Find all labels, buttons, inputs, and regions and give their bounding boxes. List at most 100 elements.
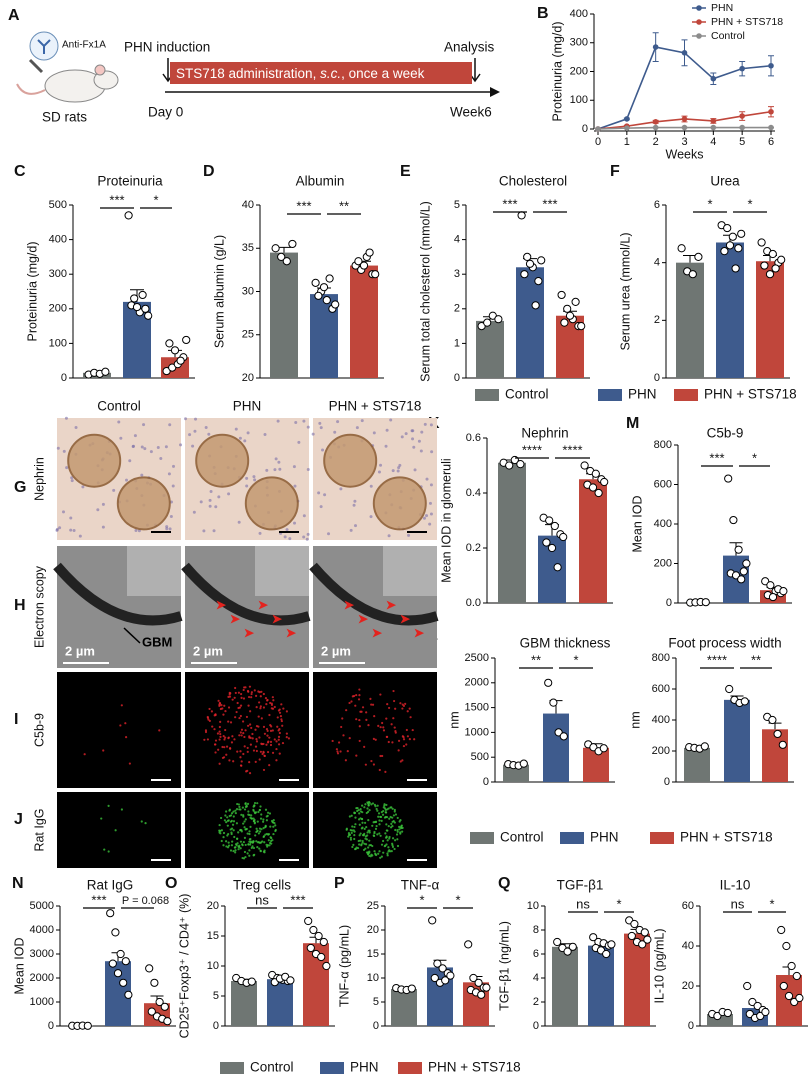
data-point [428, 916, 437, 925]
rat-ear [94, 64, 106, 76]
data-point [314, 291, 323, 300]
texture [96, 508, 100, 512]
y-axis-label: Mean IOD [12, 938, 26, 995]
glomerulus [323, 433, 378, 488]
micrograph [57, 792, 181, 868]
fluorescence [358, 739, 361, 743]
fluorescence [225, 820, 228, 824]
data-point [724, 474, 733, 483]
fluorescence [367, 724, 370, 727]
fluorescence [394, 813, 398, 816]
point [681, 50, 688, 56]
fluorescence [401, 759, 404, 762]
fluorescence [387, 846, 390, 849]
texture [302, 514, 306, 518]
bar [270, 252, 298, 378]
fluorescence [235, 822, 239, 825]
bar [476, 320, 504, 378]
fluorescence [394, 828, 397, 832]
fluorescence [227, 706, 231, 709]
panel-label: I [14, 711, 18, 728]
texture [404, 432, 408, 436]
fluorescence [352, 694, 356, 698]
fluorescence [386, 702, 389, 706]
y-tick-label: 4 [533, 972, 539, 984]
fluorescence [364, 803, 367, 806]
texture [306, 532, 310, 536]
fluorescence [259, 850, 262, 853]
fluorescence [238, 734, 241, 737]
fluorescence [272, 818, 275, 822]
fluorescence [268, 812, 272, 815]
y-tick-label: 400 [652, 714, 670, 726]
membrane [53, 562, 183, 626]
y-tick-label: 5 [373, 996, 379, 1008]
fluorescence [272, 832, 275, 836]
data-point [317, 952, 326, 962]
fluorescence [386, 829, 389, 832]
fluorescence [287, 737, 291, 740]
y-tick-label: 0 [213, 1020, 219, 1032]
legend-swatch [470, 832, 494, 844]
fluorescence [232, 849, 235, 853]
fluorescence [280, 719, 283, 723]
y-tick-label: 15 [367, 948, 379, 960]
fluorescence [230, 844, 234, 847]
fluorescence [249, 723, 252, 726]
fluorescence [251, 841, 254, 844]
fluorescence [264, 824, 267, 827]
fluorescence [367, 804, 370, 807]
fluorescence [268, 844, 271, 847]
texture [74, 426, 78, 430]
texture [168, 423, 172, 427]
fluorescence [253, 689, 256, 692]
texture [72, 528, 76, 532]
y-axis-label: CD25⁺Foxp3⁺ / CD4⁺ (%) [177, 894, 191, 1039]
bar [579, 479, 607, 603]
fluorescence [396, 828, 399, 832]
data-point [354, 257, 363, 266]
fluorescence [354, 816, 357, 819]
significance-label: * [707, 196, 712, 211]
fluorescence [224, 710, 227, 713]
arrow-marker: ➤ [257, 597, 269, 613]
fluorescence [251, 737, 254, 740]
fluorescence [244, 855, 247, 859]
data-point [701, 598, 710, 607]
fluorescence [103, 848, 106, 851]
fluorescence [236, 701, 239, 705]
significance-label: **** [522, 442, 542, 457]
fluorescence [227, 844, 231, 847]
texture [273, 468, 277, 472]
fluorescence [274, 824, 277, 827]
data-point [322, 961, 331, 971]
fluorescence [358, 812, 361, 815]
y-tick-label: 500 [471, 751, 489, 763]
texture [306, 468, 310, 472]
fluorescence [382, 851, 385, 854]
fluorescence [384, 811, 387, 814]
data-point [550, 521, 559, 531]
fluorescence [396, 816, 399, 820]
data-point [760, 261, 769, 270]
texture [65, 466, 69, 470]
data-point [557, 290, 566, 300]
data-point [549, 698, 558, 707]
data-point [599, 744, 608, 753]
fluorescence [368, 854, 371, 858]
fluorescence [257, 810, 260, 814]
row-label: Nephrin [32, 457, 46, 501]
fluorescence [242, 688, 245, 692]
fluorescence [246, 802, 250, 805]
fluorescence [235, 808, 239, 811]
significance-label: ns [731, 896, 745, 911]
legend-label: PHN [350, 1060, 379, 1075]
fluorescence [277, 743, 281, 746]
y-tick-label: 400 [49, 234, 67, 246]
bar [676, 262, 704, 378]
fluorescence [240, 734, 243, 737]
fluorescence [224, 728, 227, 732]
fluorescence [393, 726, 396, 729]
texture [128, 459, 132, 463]
data-point [600, 477, 609, 487]
